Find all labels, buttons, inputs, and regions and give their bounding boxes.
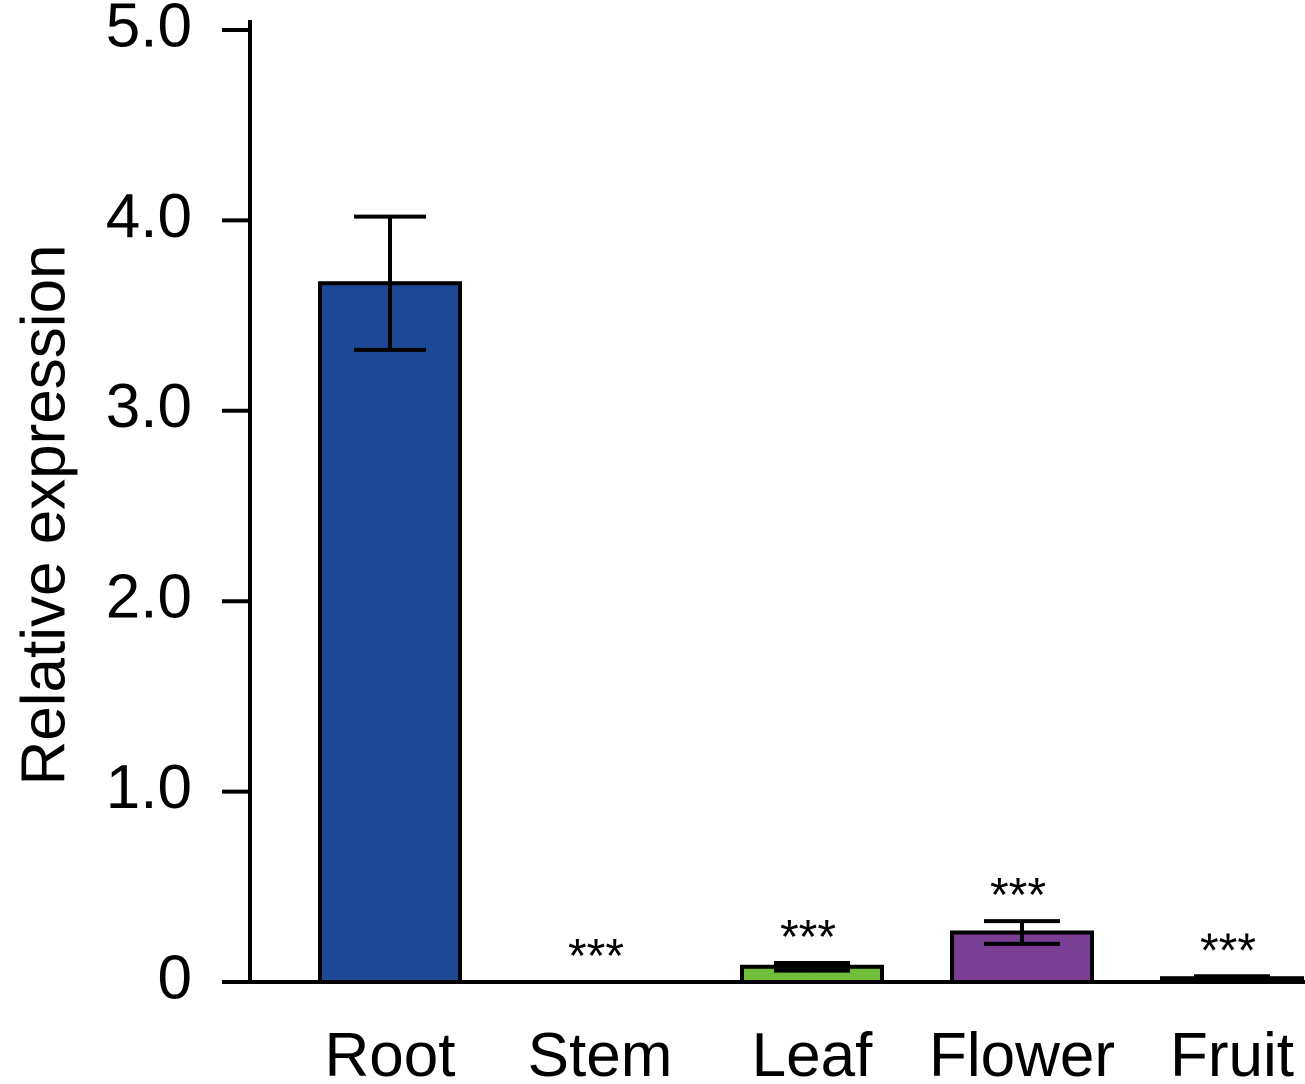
significance-fruit: *** [1200, 924, 1256, 977]
x-tick-label-stem: Stem [528, 1021, 673, 1079]
x-tick-label-fruit: Fruit [1170, 1021, 1294, 1079]
significance-leaf: *** [780, 911, 836, 964]
x-tick-label-leaf: Leaf [752, 1021, 873, 1079]
y-axis-label-group: Relative expression [9, 244, 78, 785]
x-tick-label-flower: Flower [929, 1021, 1115, 1079]
y-tick-label-2: 2.0 [106, 563, 192, 632]
x-tick-label-root: Root [325, 1021, 456, 1079]
y-axis-label: Relative expression [9, 244, 78, 785]
y-ticks: 0 1.0 2.0 3.0 4.0 5.0 [106, 0, 250, 1012]
significance-stem: *** [568, 930, 624, 983]
y-tick-label-1: 1.0 [106, 753, 192, 822]
y-tick-label-3: 3.0 [106, 372, 192, 441]
bars [318, 281, 1304, 985]
y-tick-label-4: 4.0 [106, 182, 192, 251]
x-tick-labels: Root Stem Leaf Flower Fruit [325, 1021, 1294, 1084]
significance-flower: *** [990, 869, 1046, 922]
error-bars [354, 214, 1270, 983]
significance-labels: *** *** *** *** [568, 869, 1256, 983]
y-tick-label-0: 0 [158, 943, 192, 1012]
bar-root [318, 281, 462, 984]
y-tick-label-5: 5.0 [106, 0, 192, 60]
